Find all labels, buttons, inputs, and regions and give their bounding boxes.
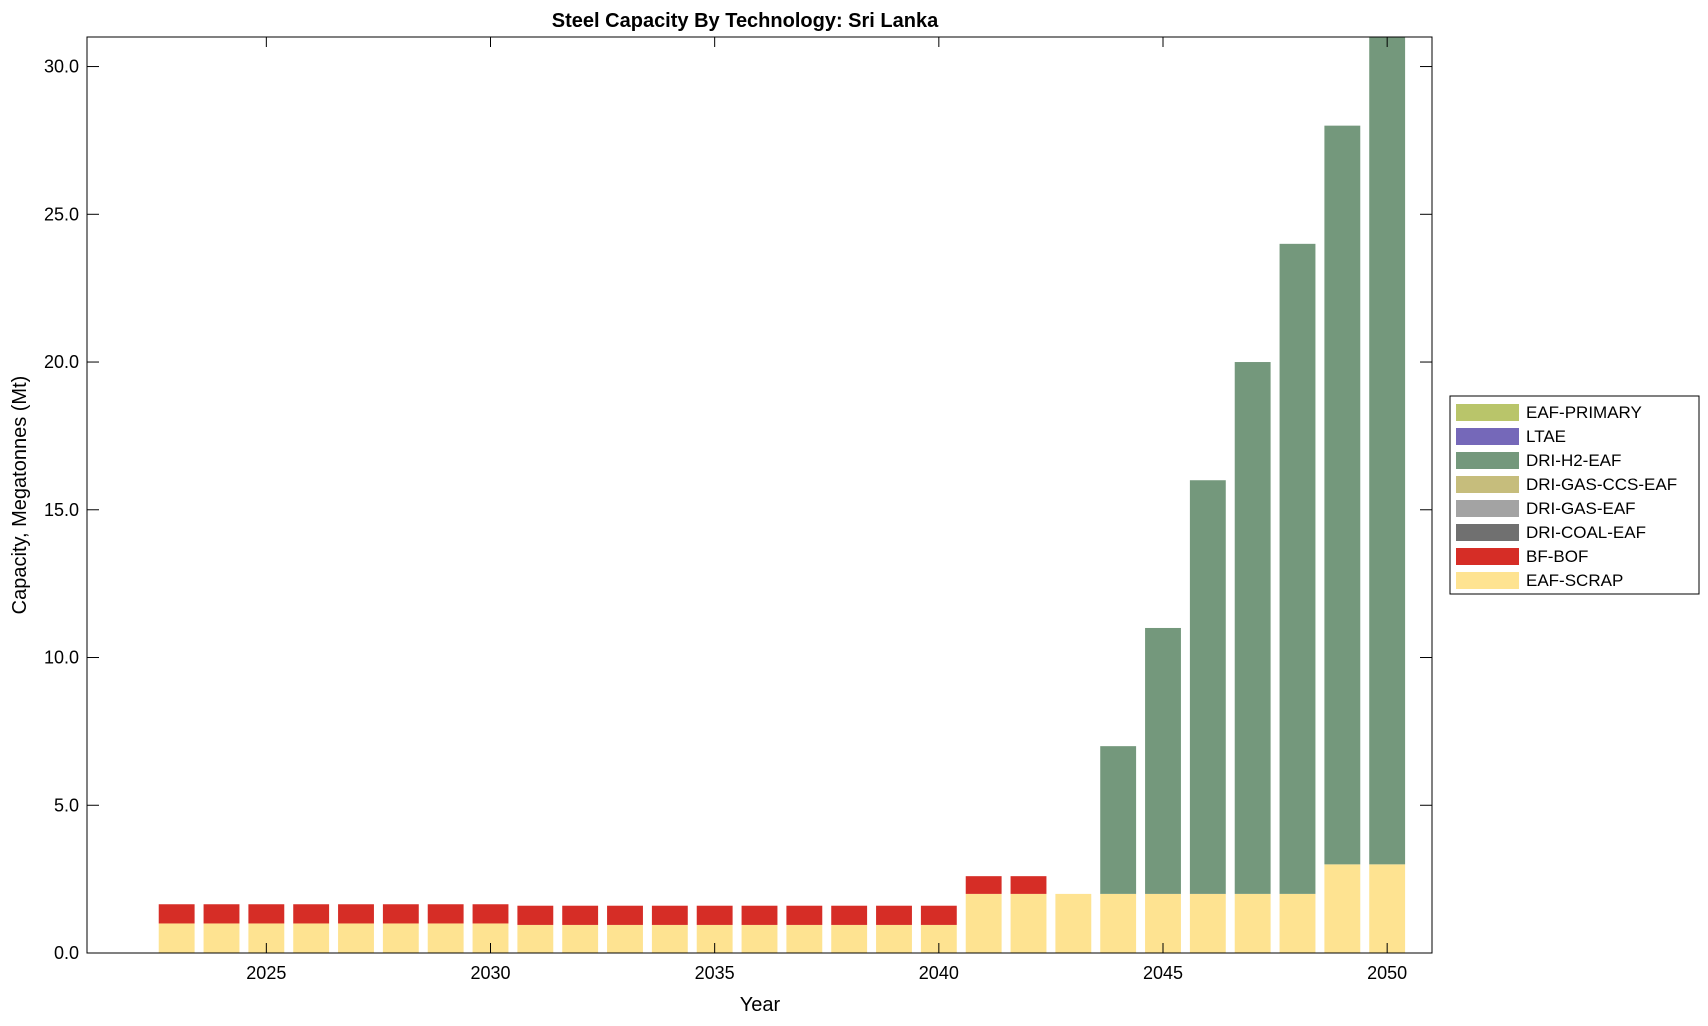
chart-title: Steel Capacity By Technology: Sri Lanka bbox=[552, 10, 939, 32]
plot-frame bbox=[86, 36, 1433, 954]
bar-dri-h2-eaf-2046 bbox=[1189, 480, 1226, 894]
legend-label-dri-gas-ccs-eaf: DRI-GAS-CCS-EAF bbox=[1526, 475, 1677, 494]
bar-eaf-scrap-2028 bbox=[382, 923, 419, 953]
bar-eaf-scrap-2043 bbox=[1055, 893, 1092, 953]
bar-eaf-scrap-2024 bbox=[203, 923, 240, 953]
y-tick-label-10: 10.0 bbox=[44, 648, 79, 668]
bar-dri-h2-eaf-2047 bbox=[1234, 362, 1271, 894]
bar-bf-bof-2040 bbox=[920, 905, 957, 925]
bar-eaf-scrap-2049 bbox=[1324, 864, 1361, 953]
bar-dri-h2-eaf-2044 bbox=[1100, 746, 1137, 894]
legend-swatch-eaf-scrap bbox=[1456, 572, 1519, 589]
bar-eaf-scrap-2041 bbox=[965, 893, 1002, 953]
x-tick-label-2040: 2040 bbox=[919, 963, 959, 983]
bar-bf-bof-2037 bbox=[786, 905, 823, 925]
x-tick-label-2050: 2050 bbox=[1367, 963, 1407, 983]
bar-bf-bof-2034 bbox=[651, 905, 688, 925]
bar-eaf-scrap-2048 bbox=[1279, 893, 1316, 953]
legend-label-ltae: LTAE bbox=[1526, 427, 1566, 446]
legend: EAF-PRIMARY LTAE DRI-H2-EAF DRI-GAS-CCS-EAF… bbox=[1449, 395, 1700, 595]
bar-eaf-scrap-2029 bbox=[427, 923, 464, 953]
legend-label-dri-h2-eaf: DRI-H2-EAF bbox=[1526, 451, 1621, 470]
y-tick-label-20: 20.0 bbox=[44, 352, 79, 372]
bar-bf-bof-2026 bbox=[293, 904, 330, 924]
legend-label-eaf-scrap: EAF-SCRAP bbox=[1526, 571, 1623, 590]
legend-swatch-bf-bof bbox=[1456, 548, 1519, 565]
bar-eaf-scrap-2038 bbox=[831, 924, 868, 953]
bar-eaf-scrap-2044 bbox=[1100, 893, 1137, 953]
bar-bf-bof-2038 bbox=[831, 905, 868, 925]
x-axis-label: Year bbox=[740, 994, 781, 1016]
bar-eaf-scrap-2046 bbox=[1189, 893, 1226, 953]
bar-bf-bof-2039 bbox=[876, 905, 912, 925]
bar-eaf-scrap-2036 bbox=[741, 924, 778, 953]
y-tick-label-5: 5.0 bbox=[54, 795, 79, 815]
legend-swatch-eaf-primary bbox=[1456, 404, 1519, 421]
bar-eaf-scrap-2023 bbox=[158, 923, 195, 953]
bar-bf-bof-2035 bbox=[696, 905, 733, 925]
bar-bf-bof-2036 bbox=[741, 905, 778, 925]
bar-bf-bof-2023 bbox=[158, 904, 195, 924]
bar-bf-bof-2029 bbox=[427, 904, 464, 924]
bar-dri-h2-eaf-2049 bbox=[1324, 125, 1361, 865]
bar-eaf-scrap-2037 bbox=[786, 924, 823, 953]
bar-eaf-scrap-2039 bbox=[876, 924, 912, 953]
bar-bf-bof-2033 bbox=[607, 905, 643, 925]
bar-eaf-scrap-2027 bbox=[338, 923, 374, 953]
bar-bf-bof-2041 bbox=[965, 876, 1002, 894]
bars-layer bbox=[158, 37, 1406, 953]
legend-swatch-ltae bbox=[1456, 428, 1519, 445]
bar-eaf-scrap-2031 bbox=[517, 924, 554, 953]
y-tick-label-30: 30.0 bbox=[44, 57, 79, 77]
axes-layer: 2025 2030 2035 2040 2045 2050 0.0 5.0 10.0 15.0 20… bbox=[44, 37, 1432, 983]
bar-eaf-scrap-2042 bbox=[1010, 893, 1047, 953]
legend-items: EAF-PRIMARY LTAE DRI-H2-EAF DRI-GAS-CCS-EAF… bbox=[1456, 403, 1677, 590]
legend-swatch-dri-coal-eaf bbox=[1456, 524, 1519, 541]
y-axis-label: Capacity, Megatonnes (Mt) bbox=[9, 376, 31, 615]
legend-label-dri-gas-eaf: DRI-GAS-EAF bbox=[1526, 499, 1636, 518]
y-tick-label-15: 15.0 bbox=[44, 500, 79, 520]
bar-eaf-scrap-2050 bbox=[1369, 864, 1406, 953]
bar-bf-bof-2027 bbox=[338, 904, 374, 924]
bar-bf-bof-2028 bbox=[382, 904, 419, 924]
bar-bf-bof-2042 bbox=[1010, 876, 1047, 894]
bar-eaf-scrap-2034 bbox=[651, 924, 688, 953]
bar-dri-h2-eaf-2048 bbox=[1279, 243, 1316, 894]
legend-swatch-dri-gas-ccs-eaf bbox=[1456, 476, 1519, 493]
bar-bf-bof-2031 bbox=[517, 905, 554, 925]
x-tick-label-2035: 2035 bbox=[695, 963, 735, 983]
legend-swatch-dri-gas-eaf bbox=[1456, 500, 1519, 517]
y-tick-label-0: 0.0 bbox=[54, 943, 79, 963]
bar-eaf-scrap-2032 bbox=[562, 924, 599, 953]
x-tick-label-2030: 2030 bbox=[470, 963, 510, 983]
bar-bf-bof-2024 bbox=[203, 904, 240, 924]
bar-eaf-scrap-2026 bbox=[293, 923, 330, 953]
legend-label-bf-bof: BF-BOF bbox=[1526, 547, 1588, 566]
x-tick-label-2045: 2045 bbox=[1143, 963, 1183, 983]
legend-label-eaf-primary: EAF-PRIMARY bbox=[1526, 403, 1642, 422]
bar-dri-h2-eaf-2050 bbox=[1369, 37, 1406, 865]
bar-eaf-scrap-2047 bbox=[1234, 893, 1271, 953]
bar-bf-bof-2025 bbox=[248, 904, 285, 924]
legend-swatch-dri-h2-eaf bbox=[1456, 452, 1519, 469]
bar-bf-bof-2030 bbox=[472, 904, 509, 924]
y-tick-label-25: 25.0 bbox=[44, 204, 79, 224]
bar-eaf-scrap-2033 bbox=[607, 924, 643, 953]
bar-bf-bof-2032 bbox=[562, 905, 599, 925]
bar-dri-h2-eaf-2045 bbox=[1145, 627, 1181, 894]
legend-label-dri-coal-eaf: DRI-COAL-EAF bbox=[1526, 523, 1646, 542]
x-tick-label-2025: 2025 bbox=[246, 963, 286, 983]
